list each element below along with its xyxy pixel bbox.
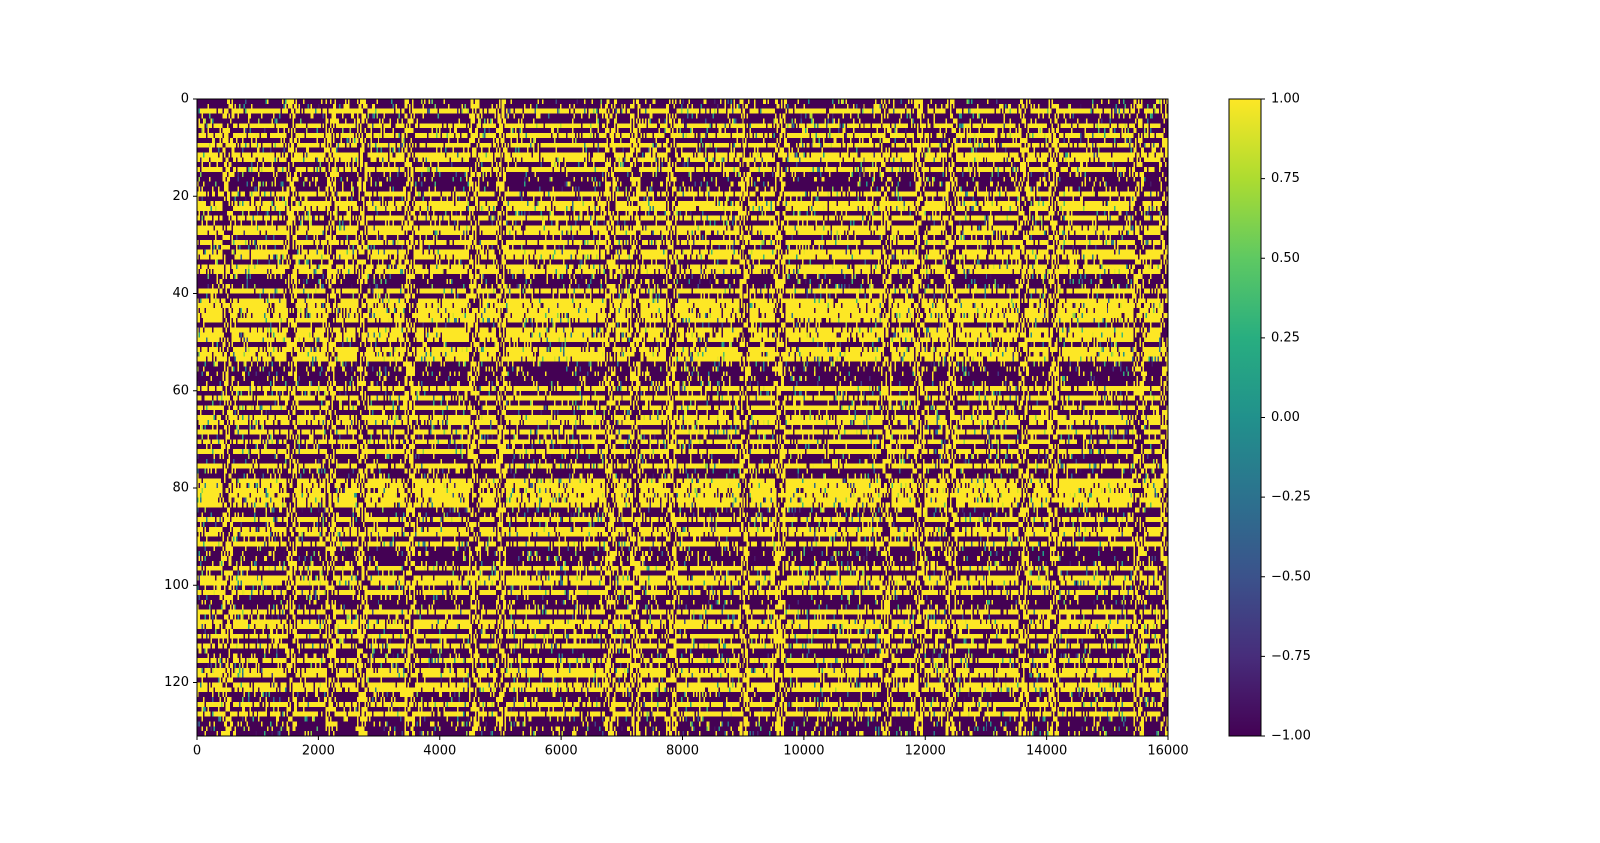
colorbar-tick-label: −0.25: [1271, 490, 1311, 505]
x-tick-label: 0: [193, 744, 201, 759]
x-tick-label: 2000: [302, 744, 335, 759]
x-tick-label: 14000: [1026, 744, 1067, 759]
y-tick-label: 100: [164, 578, 189, 593]
x-tick-label: 16000: [1147, 744, 1188, 759]
colorbar-tick-label: −0.75: [1271, 649, 1311, 664]
colorbar-tick-label: 0.50: [1271, 251, 1300, 266]
x-tick-label: 4000: [423, 744, 456, 759]
colorbar-axis: 1.00 0.75 0.50 0.25 0.00 −0.25 −0.50 −0.75 −1.00: [1261, 92, 1311, 744]
heatmap-image: [197, 99, 1168, 736]
y-tick-label: 60: [172, 383, 189, 398]
y-tick-label: 0: [181, 92, 189, 107]
colorbar-tick-label: 1.00: [1271, 92, 1300, 107]
y-tick-label: 20: [172, 189, 189, 204]
colorbar-tick-label: 0.25: [1271, 330, 1300, 345]
x-tick-label: 12000: [905, 744, 946, 759]
y-tick-label: 80: [172, 481, 189, 496]
y-tick-label: 40: [172, 286, 189, 301]
heatmap-raster: [197, 99, 1168, 736]
x-axis: 0 2000 4000 6000 8000 10000 12000 14000 16000: [193, 736, 1189, 759]
x-tick-label: 8000: [666, 744, 699, 759]
y-tick-label: 120: [164, 675, 189, 690]
colorbar-tick-label: 0.75: [1271, 171, 1300, 186]
colorbar-tick-label: −0.50: [1271, 569, 1311, 584]
x-tick-label: 10000: [783, 744, 824, 759]
y-axis: 0 20 40 60 80 100 120: [164, 92, 197, 690]
x-tick-label: 6000: [545, 744, 578, 759]
colorbar: [1229, 99, 1261, 736]
colorbar-tick-label: 0.00: [1271, 410, 1300, 425]
colorbar-tick-label: −1.00: [1271, 729, 1311, 744]
